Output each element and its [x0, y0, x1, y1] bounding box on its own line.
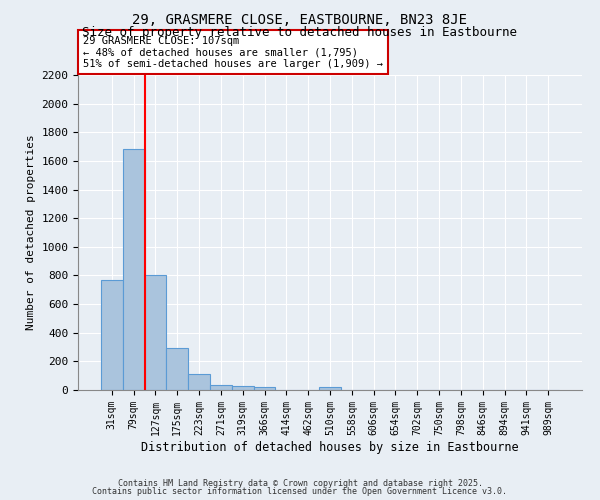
Bar	[319, 388, 341, 390]
Bar	[123, 150, 145, 390]
Bar	[166, 348, 188, 390]
Bar	[254, 388, 275, 390]
Bar	[188, 374, 210, 390]
Text: Contains HM Land Registry data © Crown copyright and database right 2025.: Contains HM Land Registry data © Crown c…	[118, 478, 482, 488]
Text: 29, GRASMERE CLOSE, EASTBOURNE, BN23 8JE: 29, GRASMERE CLOSE, EASTBOURNE, BN23 8JE	[133, 12, 467, 26]
Bar	[101, 280, 123, 390]
X-axis label: Distribution of detached houses by size in Eastbourne: Distribution of detached houses by size …	[141, 440, 519, 454]
Bar	[232, 386, 254, 390]
Text: 29 GRASMERE CLOSE: 107sqm
← 48% of detached houses are smaller (1,795)
51% of se: 29 GRASMERE CLOSE: 107sqm ← 48% of detac…	[83, 36, 383, 68]
Y-axis label: Number of detached properties: Number of detached properties	[26, 134, 36, 330]
Text: Contains public sector information licensed under the Open Government Licence v3: Contains public sector information licen…	[92, 487, 508, 496]
Bar	[145, 276, 166, 390]
Text: Size of property relative to detached houses in Eastbourne: Size of property relative to detached ho…	[83, 26, 517, 39]
Bar	[210, 385, 232, 390]
